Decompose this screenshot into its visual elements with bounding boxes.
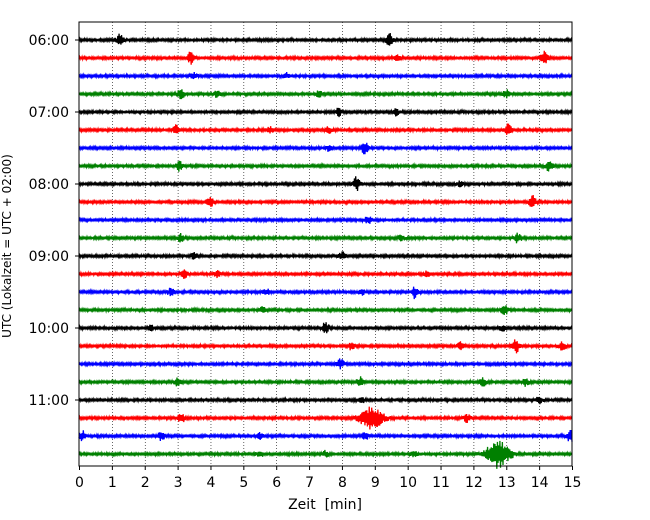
x-tick-label: 4 bbox=[207, 475, 216, 491]
plot-frame bbox=[78, 21, 573, 467]
trace-1045 bbox=[78, 376, 573, 387]
y-tick-label: 11:00 bbox=[29, 393, 69, 409]
trace-0945 bbox=[78, 305, 573, 316]
trace-1030 bbox=[78, 358, 573, 370]
x-tick-label: 15 bbox=[564, 475, 582, 491]
trace-1115 bbox=[78, 406, 573, 430]
trace-0715 bbox=[78, 123, 573, 135]
trace-0645 bbox=[78, 89, 573, 100]
trace-1145 bbox=[78, 440, 573, 469]
x-tick-label: 12 bbox=[465, 475, 483, 491]
y-axis-label: UTC (Lokalzeit = UTC + 02:00) bbox=[0, 154, 14, 338]
x-tick-label: 9 bbox=[371, 475, 380, 491]
x-axis-ticks: 0 1 2 3 4 5 6 7 8 9 10 11 12 13 14 15 bbox=[75, 466, 581, 491]
trace-0700 bbox=[78, 107, 573, 118]
trace-1130 bbox=[78, 430, 573, 442]
x-tick-label: 1 bbox=[108, 475, 117, 491]
trace-0600 bbox=[78, 33, 573, 46]
y-axis-ticks: 06:00 07:00 08:00 09:00 10:00 11:00 bbox=[29, 33, 79, 409]
y-tick-label: 07:00 bbox=[29, 105, 69, 121]
x-tick-label: 13 bbox=[498, 475, 516, 491]
trace-0800 bbox=[78, 176, 573, 192]
y-tick-label: 06:00 bbox=[29, 33, 69, 49]
trace-series bbox=[78, 33, 573, 469]
x-tick-label: 11 bbox=[432, 475, 450, 491]
trace-0845 bbox=[78, 232, 573, 244]
trace-0830 bbox=[78, 216, 573, 224]
x-tick-label: 0 bbox=[75, 475, 84, 491]
vertical-grid bbox=[112, 22, 540, 466]
trace-1000 bbox=[78, 322, 573, 334]
y-tick-label: 08:00 bbox=[29, 177, 69, 193]
x-tick-label: 8 bbox=[338, 475, 347, 491]
y-tick-label: 09:00 bbox=[29, 249, 69, 265]
x-tick-label: 7 bbox=[305, 475, 314, 491]
x-tick-label: 14 bbox=[531, 475, 549, 491]
trace-0730 bbox=[78, 142, 573, 155]
trace-0745 bbox=[78, 160, 573, 172]
trace-1100 bbox=[78, 396, 573, 405]
trace-0930 bbox=[78, 286, 573, 300]
x-tick-label: 2 bbox=[141, 475, 150, 491]
trace-1015 bbox=[78, 339, 573, 354]
x-tick-label: 10 bbox=[399, 475, 417, 491]
x-tick-label: 3 bbox=[174, 475, 183, 491]
trace-0815 bbox=[78, 195, 573, 207]
x-tick-label: 5 bbox=[239, 475, 248, 491]
trace-0630 bbox=[78, 71, 573, 81]
y-tick-label: 10:00 bbox=[29, 321, 69, 337]
x-tick-label: 6 bbox=[272, 475, 281, 491]
trace-0900 bbox=[78, 251, 573, 260]
x-axis-label: Zeit [min] bbox=[288, 497, 362, 513]
trace-0615 bbox=[78, 50, 573, 65]
trace-0915 bbox=[78, 269, 573, 279]
